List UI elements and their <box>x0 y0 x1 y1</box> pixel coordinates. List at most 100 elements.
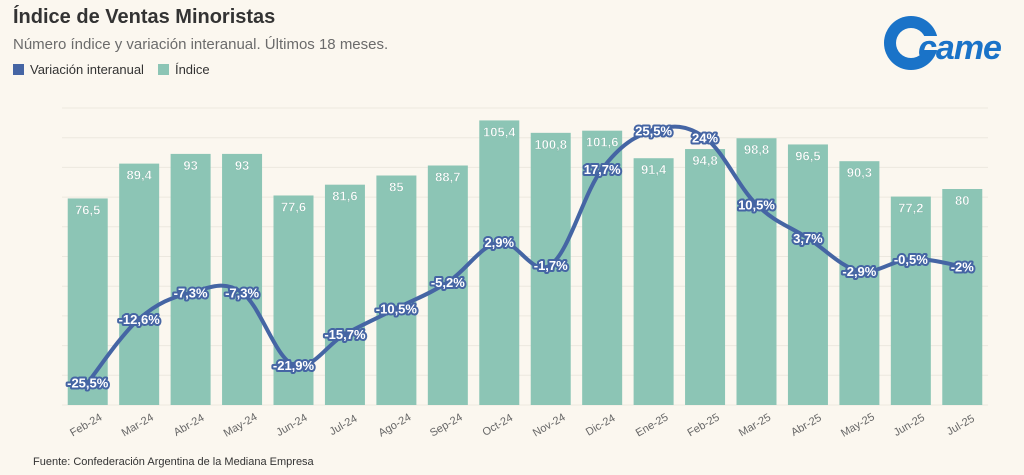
x-tick-label: Abr-24 <box>172 412 207 439</box>
legend-swatch-line <box>13 64 24 75</box>
line-point <box>856 267 863 274</box>
bar-label: 93 <box>183 158 197 173</box>
bar-ago-24 <box>376 175 417 405</box>
line-label: 3,7% <box>793 231 823 246</box>
x-tick-label: Nov-24 <box>531 411 568 439</box>
legend-item-bar: Índice <box>157 62 210 77</box>
bar-ene-25 <box>633 158 674 405</box>
bar-jul-25 <box>942 189 983 405</box>
x-tick-label: Feb-24 <box>68 411 104 439</box>
bar-label: 105,4 <box>483 124 516 139</box>
line-label: 2,9% <box>484 235 514 250</box>
bar-mar-25 <box>736 138 777 406</box>
legend-label-line: Variación interanual <box>30 62 144 77</box>
line-label: -2,9% <box>842 264 876 279</box>
bar-label: 91,4 <box>641 162 667 177</box>
line-point <box>239 289 246 296</box>
line-point <box>599 165 606 172</box>
bar-label: 88,7 <box>435 170 460 185</box>
line-label: -1,7% <box>534 258 568 273</box>
line-point <box>187 289 194 296</box>
bar-jun-25 <box>890 196 931 405</box>
x-tick-label: Jul-25 <box>945 413 977 438</box>
line-label: 25,5% <box>635 123 672 138</box>
line-point <box>341 331 348 338</box>
bar-label: 89,4 <box>127 168 153 183</box>
bar-label: 93 <box>235 158 249 173</box>
bar-may-24 <box>222 153 263 405</box>
x-tick-label: Jun-24 <box>274 412 309 439</box>
x-tick-label: May-24 <box>222 411 260 440</box>
x-tick-label: Oct-24 <box>480 412 515 439</box>
x-tick-label: Jun-25 <box>892 412 927 439</box>
series-line-variacion <box>86 124 963 384</box>
line-point <box>753 201 760 208</box>
line-point <box>650 127 657 134</box>
line-label: -0,5% <box>894 252 928 267</box>
line-label: -15,7% <box>324 327 366 342</box>
line-point <box>907 255 914 262</box>
legend-swatch-bar <box>157 64 169 75</box>
x-tick-label: Ago-24 <box>377 411 414 439</box>
x-tick-label: Mar-25 <box>737 411 773 439</box>
bar-jul-24 <box>324 184 365 405</box>
x-tick-label: Abr-25 <box>789 412 824 439</box>
line-point <box>496 239 503 246</box>
x-tick-label: Feb-25 <box>685 411 721 439</box>
bar-oct-24 <box>479 120 520 406</box>
bar-label: 85 <box>389 180 403 195</box>
line-label: -5,2% <box>431 275 465 290</box>
bar-dic-24 <box>582 130 623 405</box>
line-label: -2% <box>951 259 975 274</box>
bar-label: 90,3 <box>847 165 872 180</box>
bar-label: 98,8 <box>744 142 769 157</box>
bar-feb-25 <box>685 149 726 405</box>
line-label: -21,9% <box>273 358 315 373</box>
legend: Variación interanual Índice <box>13 62 210 77</box>
x-tick-label: Dic-24 <box>584 412 618 438</box>
bar-may-25 <box>839 161 880 405</box>
bar-jun-24 <box>273 195 314 405</box>
bar-label: 101,6 <box>586 135 619 150</box>
line-label: -10,5% <box>376 301 418 316</box>
bar-nov-24 <box>530 132 571 405</box>
logo-text: came <box>918 29 1001 67</box>
x-tick-label: May-25 <box>839 411 877 440</box>
bar-label: 81,6 <box>332 189 357 204</box>
logo-ring-gap <box>911 36 941 50</box>
line-label: 24% <box>692 131 718 146</box>
x-tick-label: Sep-24 <box>428 411 465 439</box>
chart-title: Índice de Ventas Minoristas <box>13 6 276 28</box>
legend-item-line: Variación interanual <box>13 62 144 77</box>
x-tick-label: Ene-25 <box>634 411 671 439</box>
line-label: -25,5% <box>67 376 109 391</box>
chart-subtitle: Número índice y variación interanual. Úl… <box>13 36 389 53</box>
line-label: -7,3% <box>174 286 208 301</box>
line-label: 17,7% <box>584 162 621 177</box>
line-point <box>702 134 709 141</box>
source-note: Fuente: Confederación Argentina de la Me… <box>33 456 314 468</box>
line-label: -12,6% <box>119 312 161 327</box>
bar-label: 76,5 <box>75 202 100 217</box>
bar-label: 94,8 <box>692 153 717 168</box>
came-logo: came <box>884 16 1002 70</box>
legend-label-bar: Índice <box>174 62 210 77</box>
line-label: 10,5% <box>738 198 775 213</box>
line-point <box>290 361 297 368</box>
bar-abr-25 <box>787 144 828 405</box>
line-point <box>804 235 811 242</box>
x-tick-label: Jul-24 <box>327 413 359 438</box>
bar-sep-24 <box>427 165 468 405</box>
bar-label: 77,2 <box>898 201 923 216</box>
line-point <box>959 263 966 270</box>
bar-label: 96,5 <box>795 148 820 163</box>
x-tick-label: Mar-24 <box>120 411 156 439</box>
line-point <box>547 261 554 268</box>
bar-feb-24 <box>67 198 108 405</box>
bar-abr-24 <box>170 153 211 405</box>
line-point <box>136 315 143 322</box>
line-point <box>444 279 451 286</box>
line-point <box>393 305 400 312</box>
bar-label: 100,8 <box>534 137 567 152</box>
